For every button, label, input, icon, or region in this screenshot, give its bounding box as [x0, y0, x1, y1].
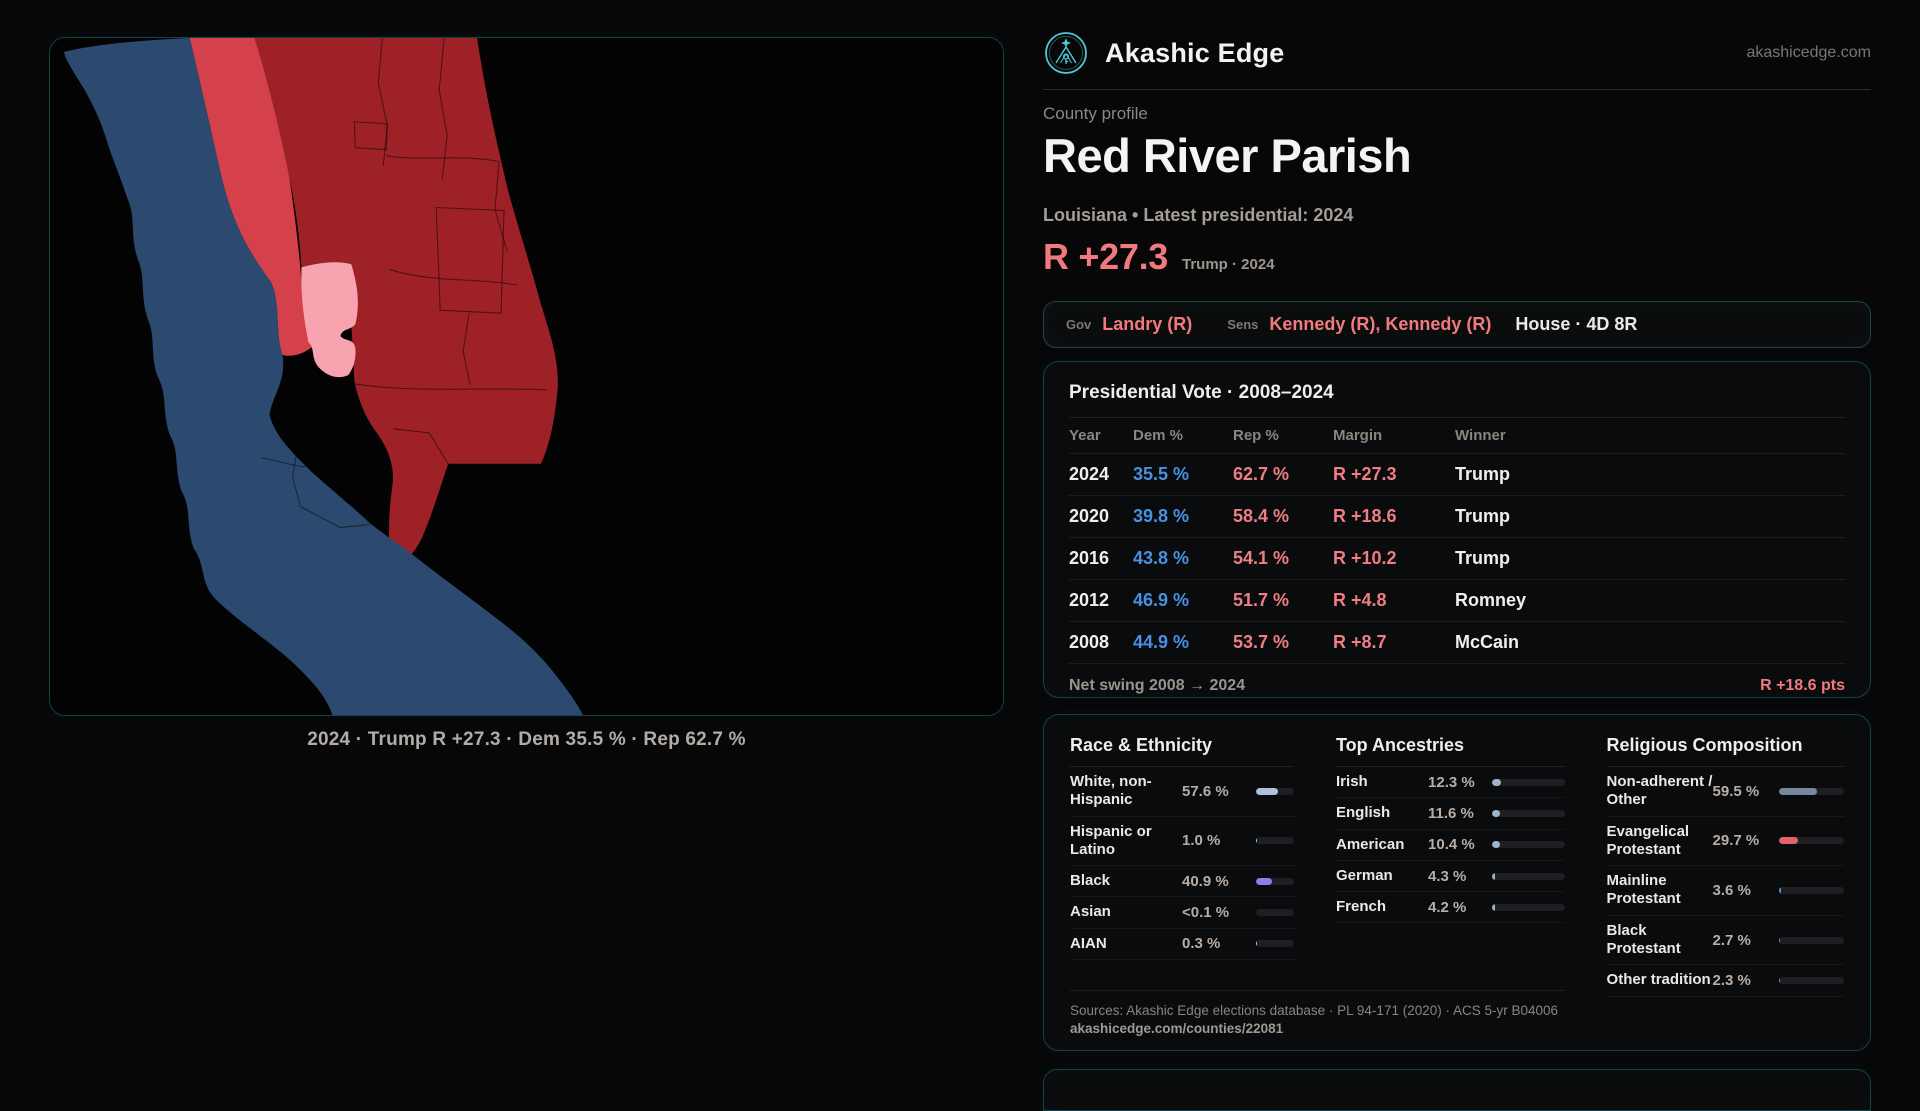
county-subtitle: Louisiana • Latest presidential: 2024 — [1043, 205, 1354, 225]
gov-value: Landry (R) — [1102, 314, 1193, 334]
presidential-title: Presidential Vote · 2008–2024 — [1069, 382, 1334, 403]
stat-bar — [1256, 909, 1295, 917]
top-ancestries-section: Top Ancestries Irish 12.3 % English 11.6… — [1336, 735, 1565, 980]
gov-label: Gov — [1066, 317, 1092, 332]
stat-bar — [1256, 940, 1295, 948]
house-value: House · 4D 8R — [1515, 314, 1638, 334]
map-region-highlight-red-river[interactable] — [301, 262, 358, 378]
table-row: 2020 39.8 % 58.4 % R +18.6 Trump — [1069, 496, 1845, 538]
map-card — [49, 37, 1004, 716]
stat-row: Hispanic or Latino 1.0 % — [1070, 817, 1295, 867]
stat-bar — [1256, 837, 1295, 845]
parish-boundaries — [261, 38, 547, 529]
stat-row: Other tradition 2.3 % — [1606, 965, 1844, 997]
brand-logo-icon — [1045, 32, 1087, 74]
table-row: 2012 46.9 % 51.7 % R +4.8 Romney — [1069, 580, 1845, 622]
stat-bar — [1778, 936, 1844, 944]
race-title: Race & Ethnicity — [1070, 735, 1295, 767]
latest-margin: R +27.3 Trump · 2024 — [1043, 236, 1275, 278]
sens-label: Sens — [1227, 317, 1259, 332]
stat-bar — [1256, 787, 1295, 795]
table-row: 2016 43.8 % 54.1 % R +10.2 Trump — [1069, 538, 1845, 580]
stat-row: French 4.2 % — [1336, 892, 1565, 924]
stat-row: German 4.3 % — [1336, 861, 1565, 893]
officials-bar: Gov Landry (R) Sens Kennedy (R), Kennedy… — [1043, 301, 1871, 348]
stat-bar — [1492, 841, 1565, 849]
stat-row: Black 40.9 % — [1070, 866, 1295, 898]
margin-value: R +27.3 — [1043, 236, 1168, 277]
stat-row: Asian <0.1 % — [1070, 897, 1295, 929]
net-swing-row: Net swing 2008 → 2024 R +18.6 pts — [1069, 664, 1845, 697]
table-row: 2008 44.9 % 53.7 % R +8.7 McCain — [1069, 622, 1845, 664]
stat-row: Irish 12.3 % — [1336, 767, 1565, 799]
sens-value: Kennedy (R), Kennedy (R) — [1269, 314, 1492, 334]
stat-row: Mainline Protestant 3.6 % — [1606, 866, 1844, 916]
margin-context: Trump · 2024 — [1182, 256, 1275, 273]
net-swing-label: Net swing 2008 → 2024 — [1069, 677, 1246, 694]
religious-composition-section: Religious Composition Non-adherent / Oth… — [1606, 735, 1844, 1036]
demographics-card: Race & Ethnicity White, non-Hispanic 57.… — [1043, 714, 1871, 1051]
map-region-rep-dark[interactable] — [254, 38, 558, 568]
sources-text: Sources: Akashic Edge elections database… — [1070, 1003, 1559, 1019]
table-row: 2024 35.5 % 62.7 % R +27.3 Trump — [1069, 454, 1845, 496]
stat-row: AIAN 0.3 % — [1070, 929, 1295, 961]
stat-bar — [1492, 903, 1565, 911]
stat-bar — [1492, 778, 1565, 786]
religion-title: Religious Composition — [1606, 735, 1844, 767]
presidential-vote-card: Presidential Vote · 2008–2024 Year Dem %… — [1043, 361, 1871, 698]
stat-row: English 11.6 % — [1336, 798, 1565, 830]
ancestries-title: Top Ancestries — [1336, 735, 1565, 767]
header-divider — [1043, 89, 1871, 90]
stat-row: Black Protestant 2.7 % — [1606, 916, 1844, 966]
stat-bar — [1492, 809, 1565, 817]
stat-bar — [1492, 872, 1565, 880]
brand-header: Akashic Edge akashicedge.com — [1043, 30, 1871, 76]
stat-bar — [1778, 886, 1844, 894]
parish-map[interactable] — [50, 38, 1003, 715]
map-region-dem[interactable] — [63, 38, 583, 715]
county-permalink[interactable]: akashicedge.com/counties/22081 — [1070, 1021, 1284, 1036]
stat-bar — [1778, 787, 1844, 795]
race-ethnicity-section: Race & Ethnicity White, non-Hispanic 57.… — [1070, 735, 1295, 980]
next-card-partial — [1043, 1069, 1871, 1111]
brand-name: Akashic Edge — [1105, 37, 1285, 68]
stat-row: Non-adherent / Other 59.5 % — [1606, 767, 1844, 817]
net-swing-value: R +18.6 pts — [1760, 677, 1845, 694]
stat-row: Evangelical Protestant 29.7 % — [1606, 817, 1844, 867]
stat-bar — [1778, 837, 1844, 845]
map-caption: 2024 · Trump R +27.3 · Dem 35.5 % · Rep … — [307, 729, 746, 750]
right-panel: Akashic Edge akashicedge.com County prof… — [1043, 0, 1871, 1111]
sources-footer: Sources: Akashic Edge elections database… — [1070, 990, 1565, 1036]
profile-kicker: County profile — [1043, 104, 1148, 123]
map-region-rep-light[interactable] — [189, 38, 316, 356]
stat-bar — [1778, 977, 1844, 985]
stat-row: White, non-Hispanic 57.6 % — [1070, 767, 1295, 817]
stat-row: American 10.4 % — [1336, 830, 1565, 861]
stat-bar — [1256, 877, 1295, 885]
presidential-table: Year Dem % Rep % Margin Winner 2024 35.5… — [1069, 417, 1845, 664]
brand-url[interactable]: akashicedge.com — [1746, 44, 1871, 61]
county-title: Red River Parish — [1043, 129, 1412, 182]
table-header-row: Year Dem % Rep % Margin Winner — [1069, 418, 1845, 454]
